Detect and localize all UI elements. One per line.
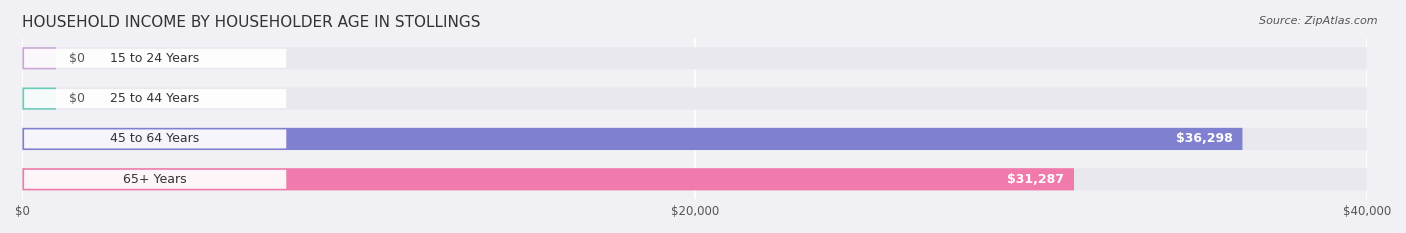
FancyBboxPatch shape (24, 49, 287, 68)
FancyBboxPatch shape (22, 47, 56, 69)
Text: $31,287: $31,287 (1007, 173, 1064, 186)
Text: 65+ Years: 65+ Years (122, 173, 187, 186)
Text: 15 to 24 Years: 15 to 24 Years (110, 52, 200, 65)
Text: $36,298: $36,298 (1175, 132, 1233, 145)
Text: HOUSEHOLD INCOME BY HOUSEHOLDER AGE IN STOLLINGS: HOUSEHOLD INCOME BY HOUSEHOLDER AGE IN S… (22, 15, 481, 30)
FancyBboxPatch shape (24, 170, 287, 189)
FancyBboxPatch shape (22, 168, 1367, 190)
FancyBboxPatch shape (24, 130, 287, 148)
FancyBboxPatch shape (22, 128, 1243, 150)
FancyBboxPatch shape (22, 128, 1367, 150)
FancyBboxPatch shape (22, 88, 56, 110)
Text: 25 to 44 Years: 25 to 44 Years (110, 92, 200, 105)
Text: $0: $0 (69, 52, 86, 65)
Text: 45 to 64 Years: 45 to 64 Years (110, 132, 200, 145)
Text: Source: ZipAtlas.com: Source: ZipAtlas.com (1260, 16, 1378, 26)
FancyBboxPatch shape (22, 88, 1367, 110)
FancyBboxPatch shape (22, 47, 1367, 69)
FancyBboxPatch shape (24, 89, 287, 108)
Text: $0: $0 (69, 92, 86, 105)
FancyBboxPatch shape (22, 168, 1074, 190)
